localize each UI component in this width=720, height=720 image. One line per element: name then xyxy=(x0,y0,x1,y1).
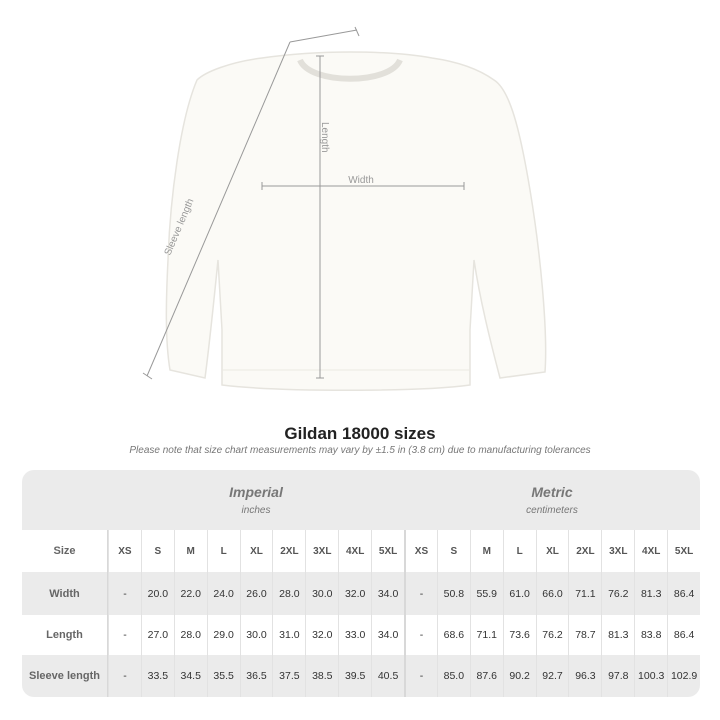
table-cell: 83.8 xyxy=(634,615,667,655)
sweatshirt-illustration: Length Width Sleeve length xyxy=(142,26,547,391)
size-header-cell: S xyxy=(140,530,174,572)
table-cell: 100.3 xyxy=(634,655,667,697)
table-cell: 71.1 xyxy=(568,572,601,615)
table-cell: 33.0 xyxy=(338,615,371,655)
table-cell: 29.0 xyxy=(206,615,240,655)
table-cell: 35.5 xyxy=(206,655,240,697)
table-cell: 71.1 xyxy=(469,615,503,655)
table-cell: 32.0 xyxy=(338,572,371,615)
size-header-cell: L xyxy=(206,530,240,572)
size-header-cell: 2XL xyxy=(568,530,601,572)
table-cell: 26.0 xyxy=(239,572,273,615)
size-header-cell: 4XL xyxy=(634,530,667,572)
row-label: Sleeve length xyxy=(22,655,108,697)
width-label: Width xyxy=(348,175,374,186)
table-cell: 22.0 xyxy=(173,572,207,615)
size-header-cell: M xyxy=(173,530,207,572)
size-header-cell: L xyxy=(502,530,536,572)
table-cell: 92.7 xyxy=(535,655,569,697)
table-cell: - xyxy=(108,615,141,655)
table-cell: 27.0 xyxy=(140,615,174,655)
imperial-title: Imperial xyxy=(229,484,283,500)
table-cell: 78.7 xyxy=(568,615,601,655)
metric-title: Metric xyxy=(531,484,573,500)
table-cell: 33.5 xyxy=(140,655,174,697)
size-header-cell: XL xyxy=(239,530,273,572)
table-cell: 28.0 xyxy=(173,615,207,655)
table-cell: 30.0 xyxy=(305,572,338,615)
table-cell: 55.9 xyxy=(469,572,503,615)
size-header-row: Size XS S M L XL 2XL 3XL 4XL 5XL XS S M L XL 2XL 3XL 4XL 5… xyxy=(22,530,700,572)
table-cell: 34.0 xyxy=(371,615,404,655)
table-cell: 20.0 xyxy=(140,572,174,615)
table-cell: - xyxy=(404,572,437,615)
size-header-cell: S xyxy=(436,530,470,572)
size-header-cell: M xyxy=(469,530,503,572)
table-cell: - xyxy=(108,655,141,697)
size-header-cell: 2XL xyxy=(272,530,305,572)
table-cell: 28.0 xyxy=(272,572,305,615)
row-label: Width xyxy=(22,572,108,615)
size-header-cell: 3XL xyxy=(305,530,338,572)
table-cell: 96.3 xyxy=(568,655,601,697)
table-cell: 34.5 xyxy=(173,655,207,697)
size-header-cell: XS xyxy=(108,530,141,572)
table-cell: 34.0 xyxy=(371,572,404,615)
table-cell: 38.5 xyxy=(305,655,338,697)
table-cell: 50.8 xyxy=(436,572,470,615)
table-cell: 36.5 xyxy=(239,655,273,697)
row-label: Size xyxy=(22,530,108,572)
size-header-cell: 5XL xyxy=(371,530,404,572)
measure-lines xyxy=(142,26,465,380)
table-cell: 86.4 xyxy=(667,615,700,655)
page-title: Gildan 18000 sizes xyxy=(284,424,436,443)
table-cell: 97.8 xyxy=(601,655,634,697)
sweatshirt xyxy=(165,51,547,391)
table-cell: 76.2 xyxy=(535,615,569,655)
table-cell: 90.2 xyxy=(502,655,536,697)
table-cell: - xyxy=(404,615,437,655)
table-cell: 68.6 xyxy=(436,615,470,655)
table-cell: 37.5 xyxy=(272,655,305,697)
length-label: Length xyxy=(319,122,330,153)
table-cell: 24.0 xyxy=(206,572,240,615)
table-cell: 39.5 xyxy=(338,655,371,697)
table-cell: 32.0 xyxy=(305,615,338,655)
table-cell: 40.5 xyxy=(371,655,404,697)
tolerance-note: Please note that size chart measurements… xyxy=(129,445,591,456)
table-row: Length -27.0 28.0 29.0 30.0 31.0 32.0 33.0 34.0-… xyxy=(22,615,700,655)
table-cell: 30.0 xyxy=(239,615,273,655)
table-cell: - xyxy=(404,655,437,697)
imperial-group: Imperial inches xyxy=(108,484,404,516)
size-table: Imperial inches Metric centimeters Size X… xyxy=(22,470,700,697)
table-cell: 73.6 xyxy=(502,615,536,655)
table-cell: 81.3 xyxy=(601,615,634,655)
table-row: Sleeve length -33.5 34.5 35.5 36.5 37.5 38.5 39… xyxy=(22,655,700,697)
table-row: Width -20.0 22.0 24.0 26.0 28.0 30.0 32.0 34.0-5… xyxy=(22,572,700,615)
table-cell: 66.0 xyxy=(535,572,569,615)
table-cell: 61.0 xyxy=(502,572,536,615)
metric-group: Metric centimeters xyxy=(404,484,700,516)
size-header-cell: XL xyxy=(535,530,569,572)
table-cell: 31.0 xyxy=(272,615,305,655)
size-header-cell: 3XL xyxy=(601,530,634,572)
metric-unit: centimeters xyxy=(526,505,578,516)
table-header: Imperial inches Metric centimeters xyxy=(22,470,700,530)
table-cell: 86.4 xyxy=(667,572,700,615)
table-cell: 85.0 xyxy=(436,655,470,697)
imperial-unit: inches xyxy=(241,505,271,516)
size-header-cell: 4XL xyxy=(338,530,371,572)
table-cell: - xyxy=(108,572,141,615)
table-cell: 87.6 xyxy=(469,655,503,697)
table-cell: 102.9 xyxy=(667,655,700,697)
size-header-cell: XS xyxy=(404,530,437,572)
row-label: Length xyxy=(22,615,108,655)
table-cell: 76.2 xyxy=(601,572,634,615)
size-header-cell: 5XL xyxy=(667,530,700,572)
table-cell: 81.3 xyxy=(634,572,667,615)
